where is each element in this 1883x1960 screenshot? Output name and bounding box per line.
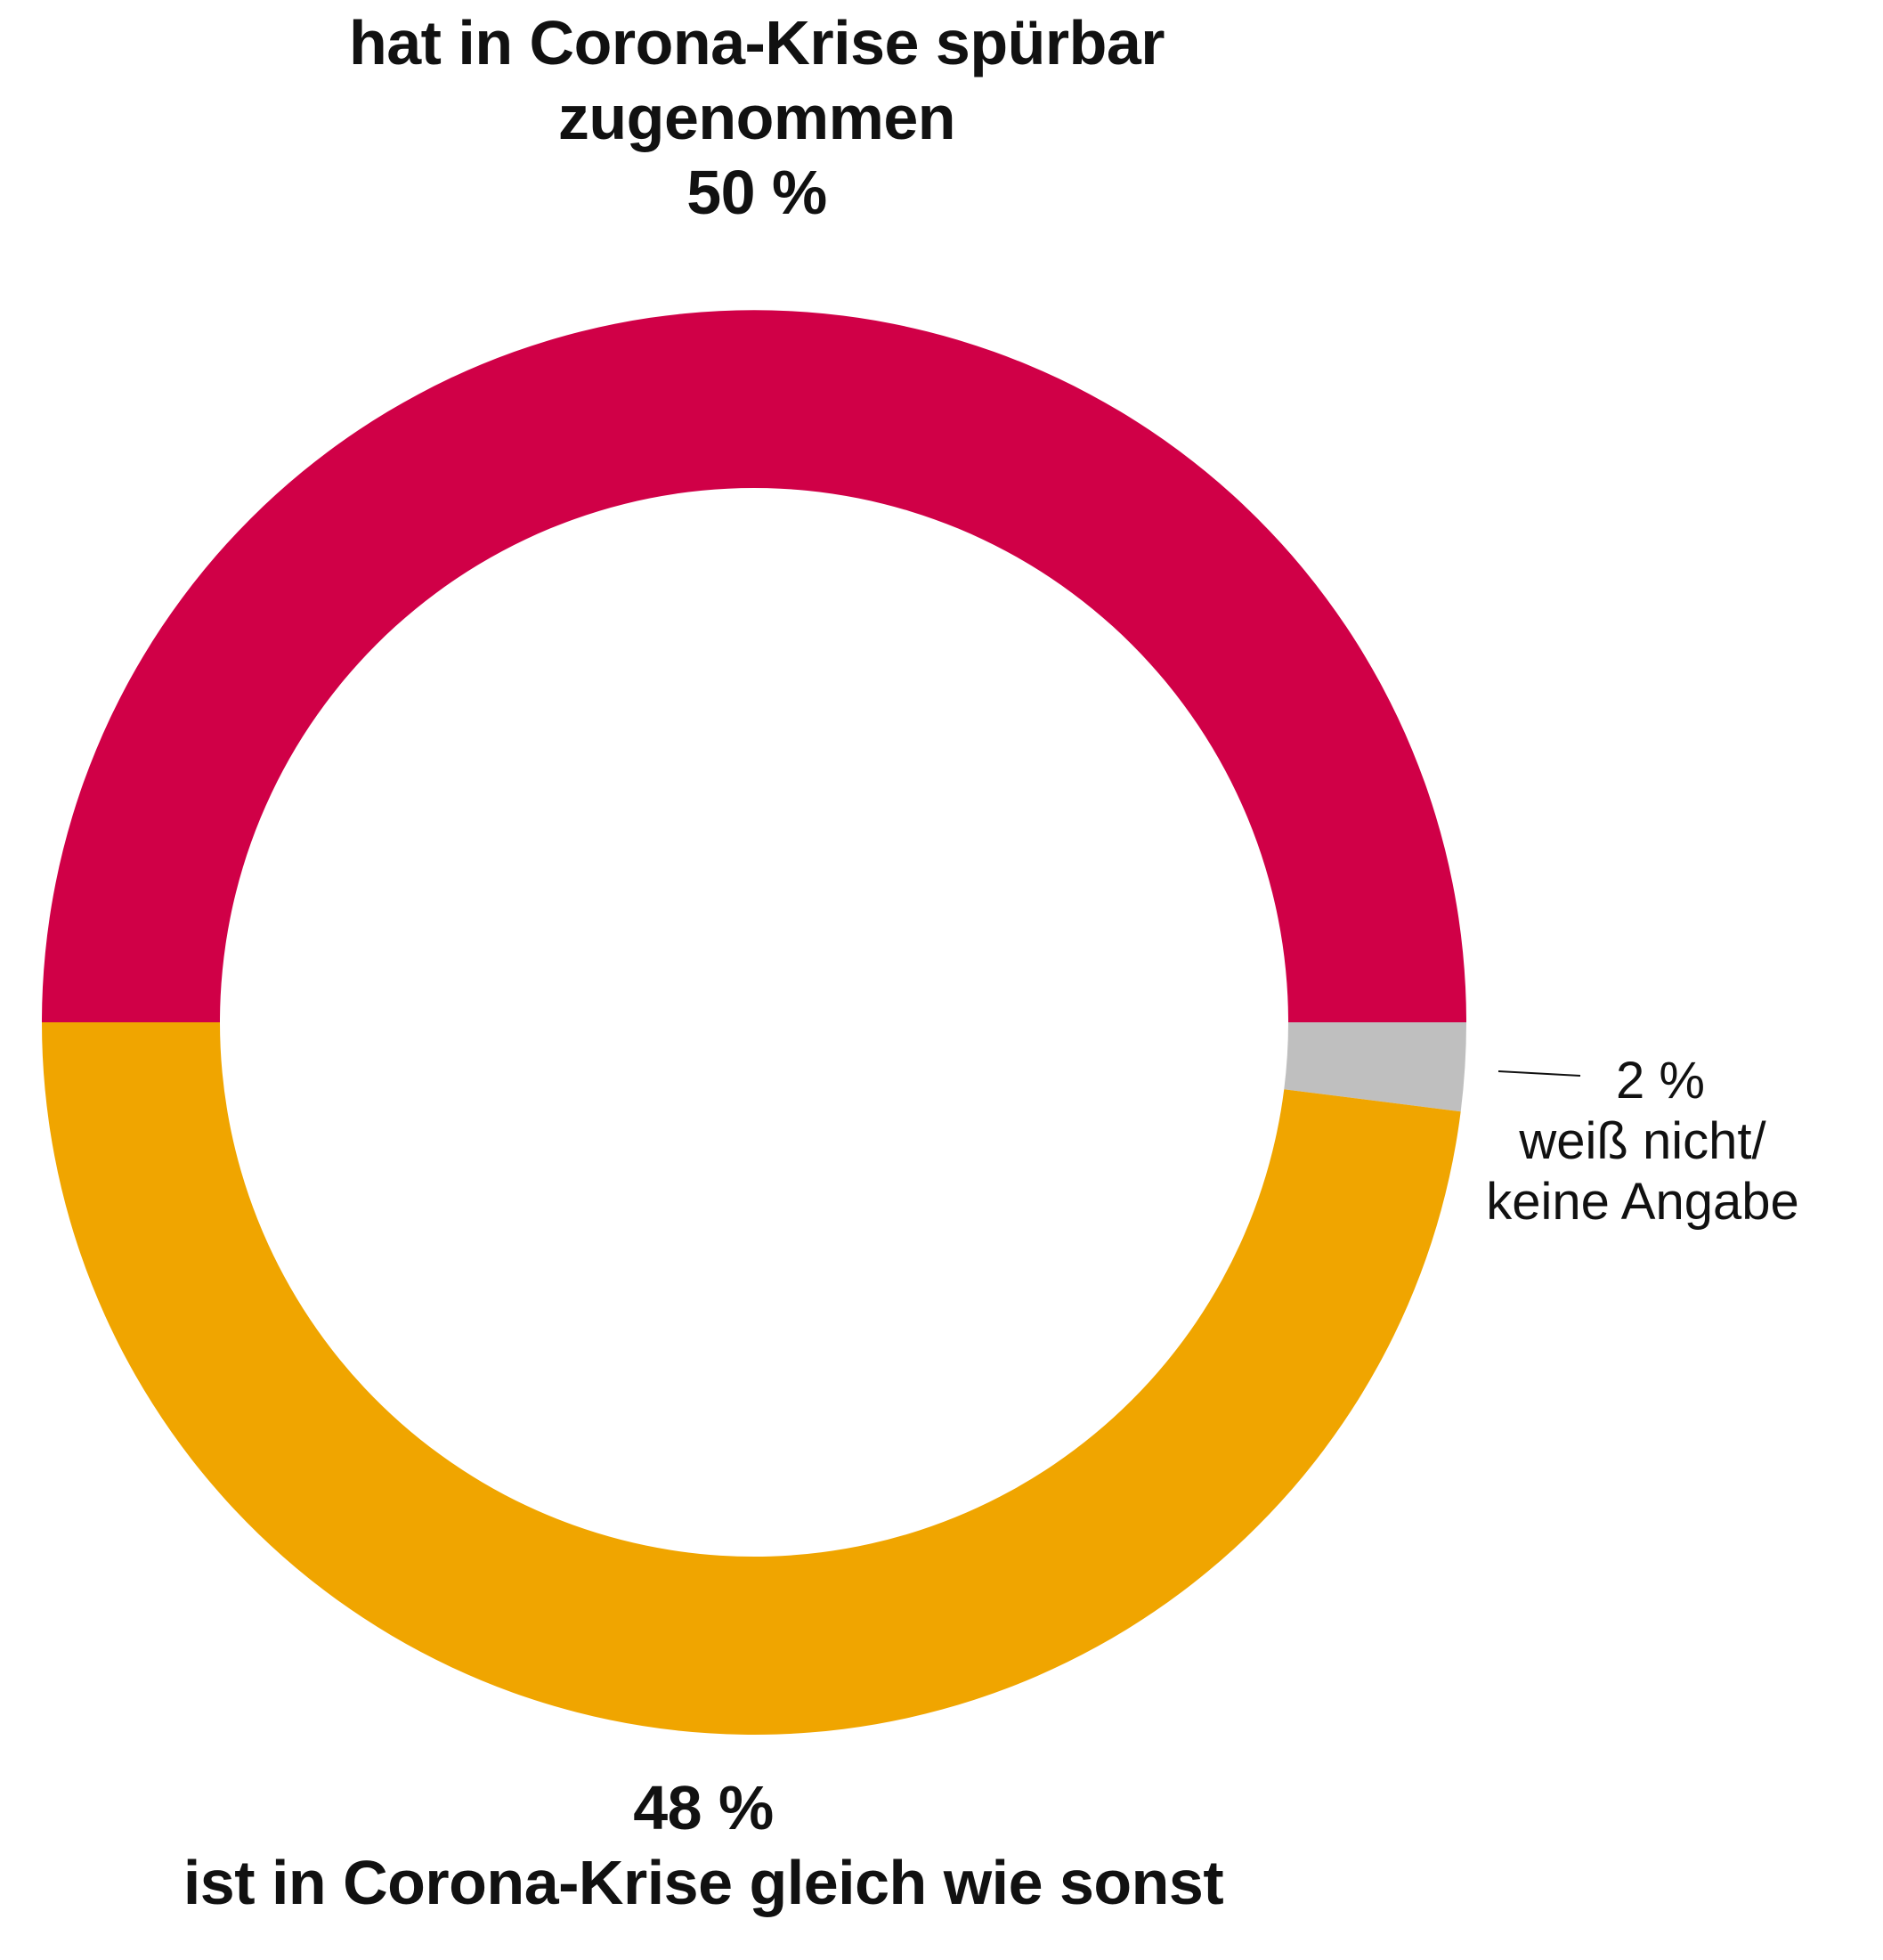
donut-slice-same [41,1022,1461,1736]
slice-value-increased: 50 % [686,158,827,227]
slice-label-increased-line-1: hat in Corona-Krise spürbar [348,8,1165,77]
slice-label-same-line-1: ist in Corona-Krise gleich wie sonst [183,1848,1224,1917]
slice-label-increased-line-2: zugenommen [557,83,956,152]
slice-label-unknown-line-2: keine Angabe [1486,1173,1799,1231]
donut-slices [41,310,1466,1736]
slice-value-unknown: 2 % [1616,1052,1705,1110]
leader-line [1497,1070,1581,1077]
slice-label-unknown-line-1: weiß nicht/ [1519,1112,1766,1170]
slice-label-unknown: 2 % weiß nicht/ keine Angabe [1442,1051,1843,1232]
slice-value-same: 48 % [633,1773,774,1842]
slice-label-increased: hat in Corona-Krise spürbar zugenommen 5… [89,5,1424,230]
donut-slice-unknown [1284,1022,1466,1112]
donut-slice-increased [42,310,1466,1022]
slice-label-same: 48 % ist in Corona-Krise gleich wie sons… [0,1770,1407,1920]
